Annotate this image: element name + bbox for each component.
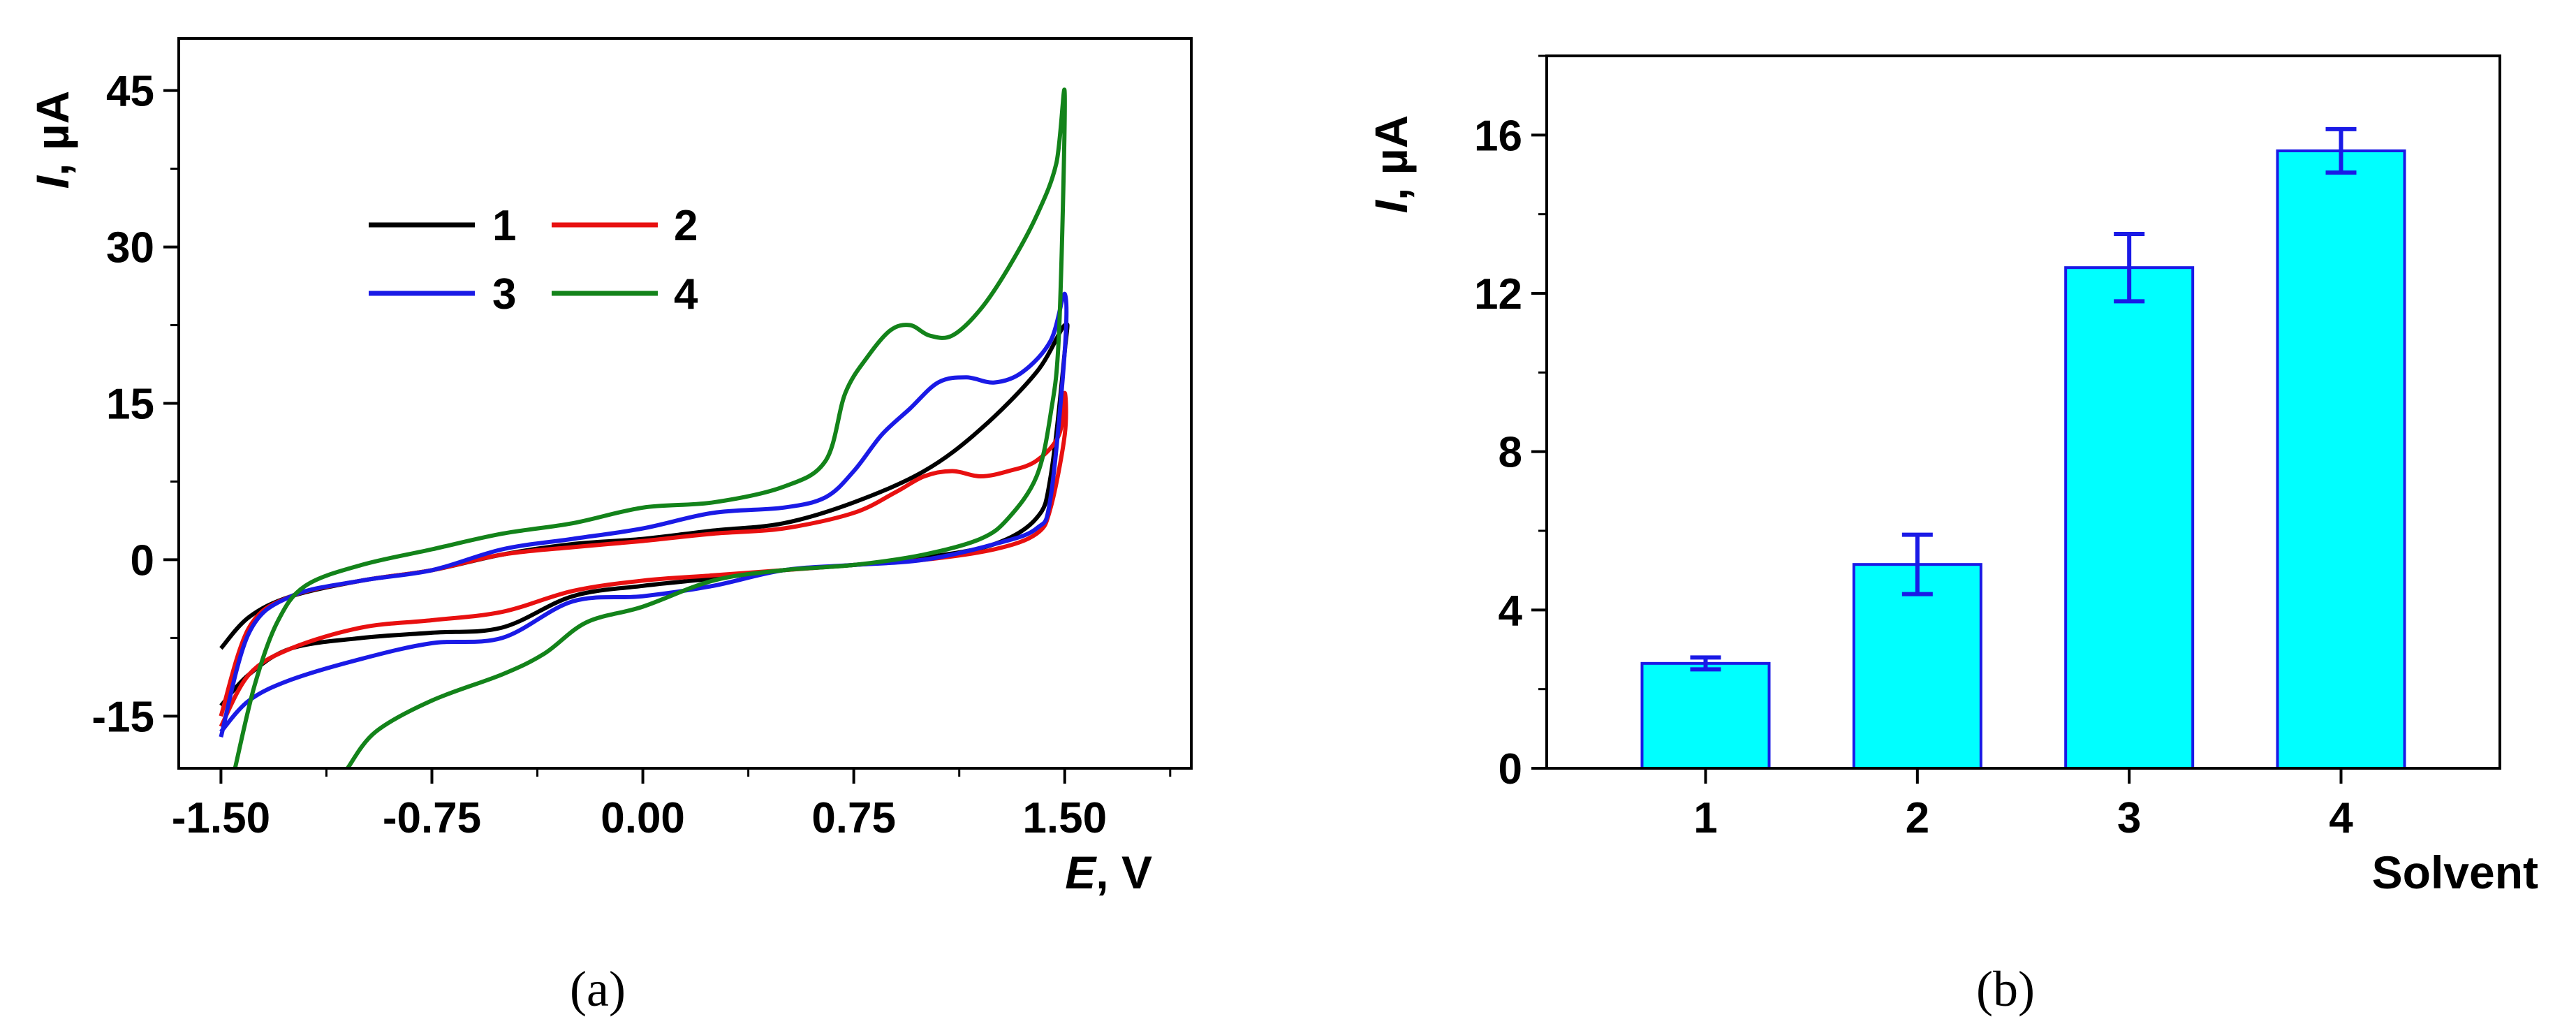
panel-a-x-tick-label: 0.00 [601,794,685,842]
bar-3 [2064,266,2195,770]
panel-a-x-axis-symbol: E [1065,847,1097,898]
panel-a-y-tick-label: 0 [131,536,154,585]
series-2-curve [219,390,1068,728]
panel-b-y-tick-label: 0 [1499,745,1522,793]
panel-a-y-tick-label: -15 [91,693,154,741]
panel-b-x-tick-label: 2 [1906,794,1929,842]
panel-a-series-group [219,87,1070,768]
panel-a-x-tick-label: -0.75 [383,794,481,842]
panel-a-y-axis-symbol: I [27,175,78,189]
bar-1 [1640,661,1771,770]
bar-2 [1852,563,1982,770]
panel-a-legend: 1 2 3 4 [369,202,698,318]
panel-b-label: (b) [1976,961,2035,1017]
panel-b-x-axis-title: Solvent [2372,847,2538,898]
legend-3-label: 3 [492,270,516,318]
panel-b-y-tick-label: 4 [1499,587,1523,635]
panel-a-plot-frame [177,37,1193,770]
panel-a-x-tick-label: -1.50 [172,794,270,842]
panel-a-y-tick-label: 45 [106,68,154,116]
panel-a-x-axis-unit: , V [1096,847,1152,898]
legend-4-label: 4 [674,270,698,318]
panel-b-x-tick-label: 4 [2329,794,2353,842]
series-4-curve [233,87,1067,768]
panel-b-x-tick-label: 1 [1693,794,1717,842]
panel-a-y-ticks: -15 0 15 30 45 [91,68,179,741]
panel-a-y-tick-label: 30 [106,224,154,272]
panel-b-y-axis-unit: , µA [1365,115,1417,200]
panel-b-y-tick-label: 8 [1499,429,1522,477]
panel-b-x-ticks: 1 2 3 4 [1693,768,2353,842]
panel-a-y-axis-title: I, µA [27,91,78,189]
panel-b-y-axis-title: I, µA [1365,115,1417,214]
bar-4 [2276,149,2406,770]
legend-2-label: 2 [674,202,698,250]
panel-b-y-tick-label: 16 [1474,112,1522,160]
panel-a-x-ticks: -1.50 -0.75 0.00 0.75 1.50 [172,768,1172,842]
panel-b-error-bars-group [1690,126,2357,672]
panel-b-y-ticks: 0 4 8 12 16 [1474,54,1547,793]
panel-b-plot-frame [1545,54,2501,770]
panel-a-y-axis-unit: , µA [27,91,78,176]
panel-a-label: (a) [570,961,626,1017]
legend-1-label: 1 [492,202,516,250]
panel-b-y-tick-label: 12 [1474,270,1522,318]
panel-a-x-tick-label: 0.75 [811,794,896,842]
panel-a-x-tick-label: 1.50 [1022,794,1107,842]
series-3-curve [219,291,1069,738]
panel-b-x-tick-label: 3 [2117,794,2141,842]
panel-b-y-axis-symbol: I [1365,199,1417,213]
panel-a-line-chart: -1.50 -0.75 0.00 0.75 1.50 -15 0 15 30 45 1 2 3 … [27,37,1193,1017]
panel-b-bars-group [1640,149,2406,770]
panel-a-x-axis-title: E, V [1065,847,1152,898]
panel-a-y-tick-label: 15 [106,381,154,429]
